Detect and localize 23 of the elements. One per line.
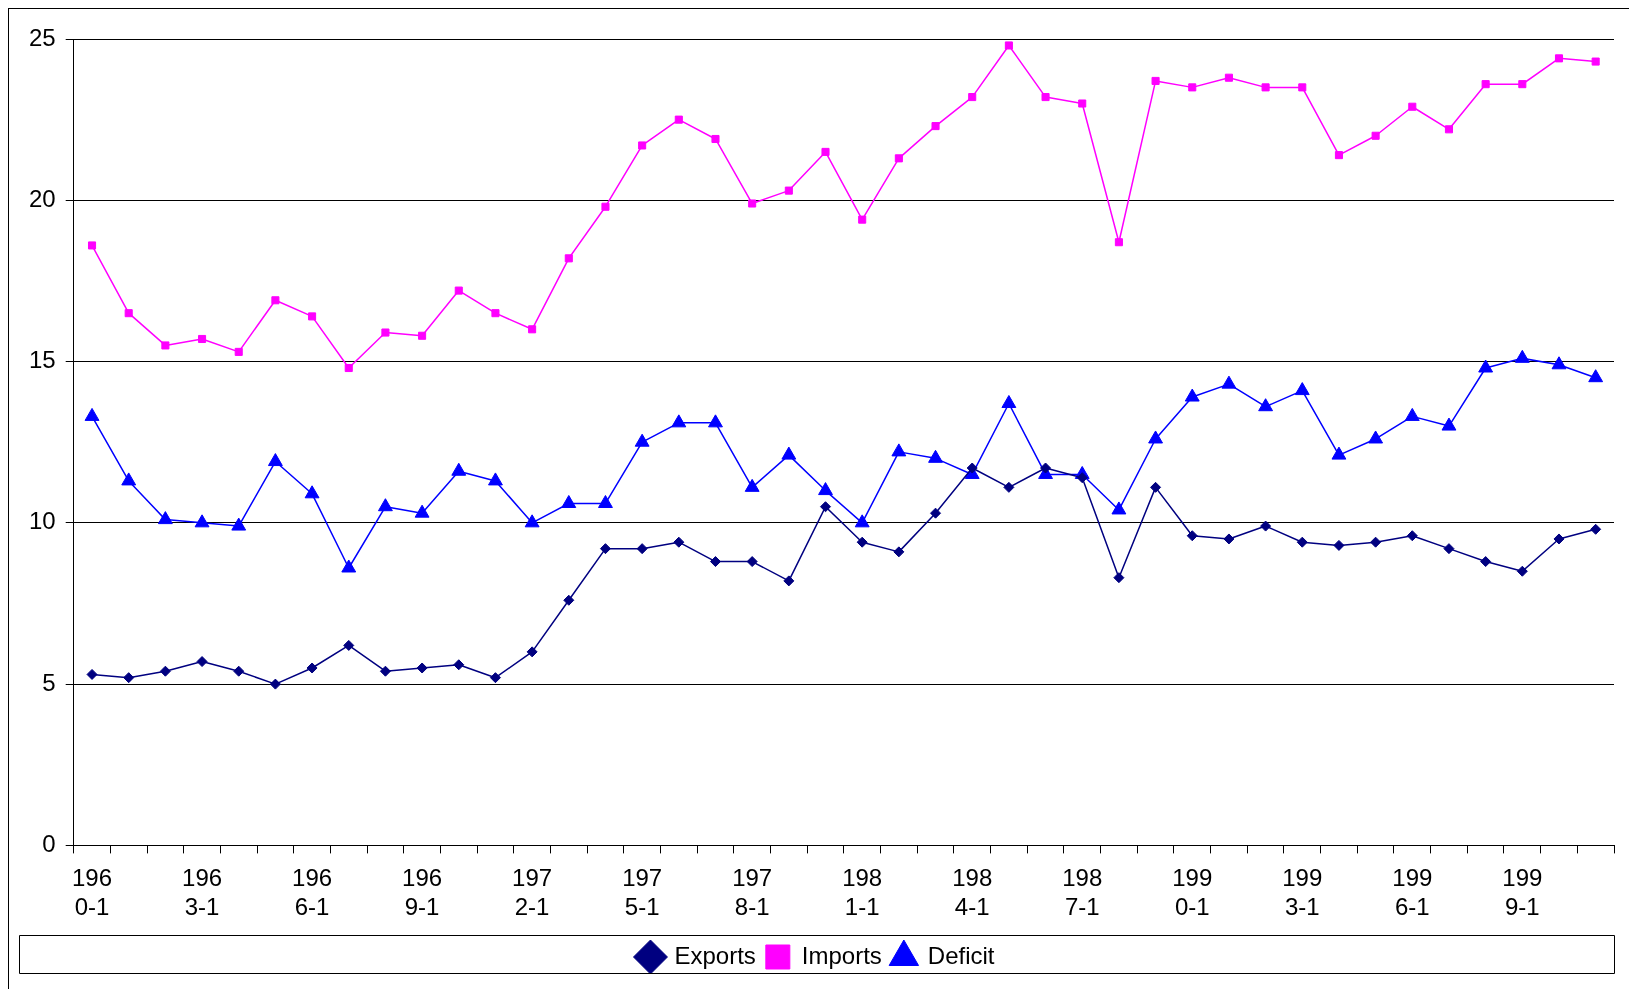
x-tick-label: 1963-1: [182, 864, 223, 921]
x-tick-label: 1981-1: [842, 864, 883, 921]
x-tick-label: 1996-1: [1392, 864, 1433, 921]
y-tick-label: 15: [28, 346, 56, 374]
x-tick-label: 1966-1: [292, 864, 333, 921]
x-tick-label: 1984-1: [952, 864, 993, 921]
x-tick-label: 1975-1: [622, 864, 663, 921]
y-tick-label: 0: [42, 830, 56, 858]
x-tick-label: 1990-1: [1172, 864, 1213, 921]
legend-label: Deficit: [927, 941, 995, 969]
x-tick-label: 1960-1: [72, 864, 113, 921]
x-tick-label: 1993-1: [1282, 864, 1323, 921]
legend-label: Exports: [674, 941, 756, 969]
x-tick-label: 1972-1: [512, 864, 553, 921]
legend-label: Imports: [801, 941, 882, 969]
y-tick-label: 20: [28, 184, 56, 212]
x-tick-label: 1987-1: [1062, 864, 1103, 921]
x-tick-label: 1999-1: [1502, 864, 1543, 921]
x-tick-label: 1978-1: [732, 864, 773, 921]
y-tick-label: 10: [28, 507, 56, 535]
x-tick-label: 1969-1: [402, 864, 443, 921]
y-tick-label: 5: [42, 668, 56, 696]
y-tick-label: 25: [28, 23, 56, 51]
